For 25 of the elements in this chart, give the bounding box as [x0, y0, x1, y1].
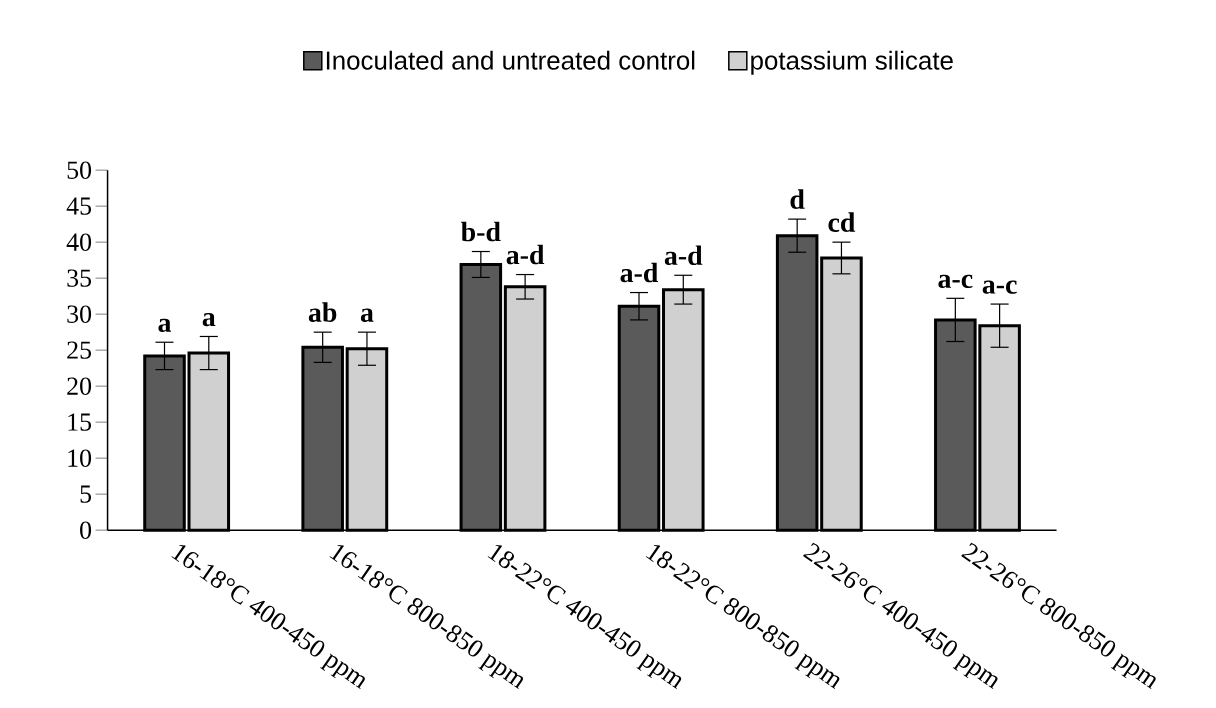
y-tick-label: 25: [67, 341, 92, 359]
annotation: a-d: [506, 244, 545, 265]
y-tick-label: 15: [68, 413, 92, 431]
annotation: a: [360, 308, 374, 322]
annotation: a: [202, 312, 216, 327]
y-tick-label: 0: [80, 521, 92, 539]
y-tick-label: 50: [67, 161, 92, 179]
annotation: ab: [308, 302, 337, 322]
legend-label: potassium silicate: [751, 50, 953, 75]
annotation: cd: [828, 212, 856, 232]
annotation: a-d: [620, 262, 659, 283]
annotation: d: [790, 189, 805, 209]
annotation: a-c: [982, 280, 1017, 294]
y-tick-label: 20: [67, 377, 92, 395]
y-tick-label: 45: [66, 197, 92, 215]
y-tick-label: 35: [67, 269, 92, 287]
y-tick-label: 5: [80, 485, 92, 503]
annotation: a-d: [664, 245, 703, 266]
annotation: b-d: [461, 221, 501, 242]
y-tick-label: 30: [67, 305, 92, 323]
annotation: a: [158, 318, 172, 333]
y-tick-label: 40: [66, 233, 92, 251]
annotation: a-c: [938, 274, 973, 289]
legend-label: Inoculated and untreated control: [326, 50, 695, 70]
y-tick-label: 10: [68, 449, 92, 467]
